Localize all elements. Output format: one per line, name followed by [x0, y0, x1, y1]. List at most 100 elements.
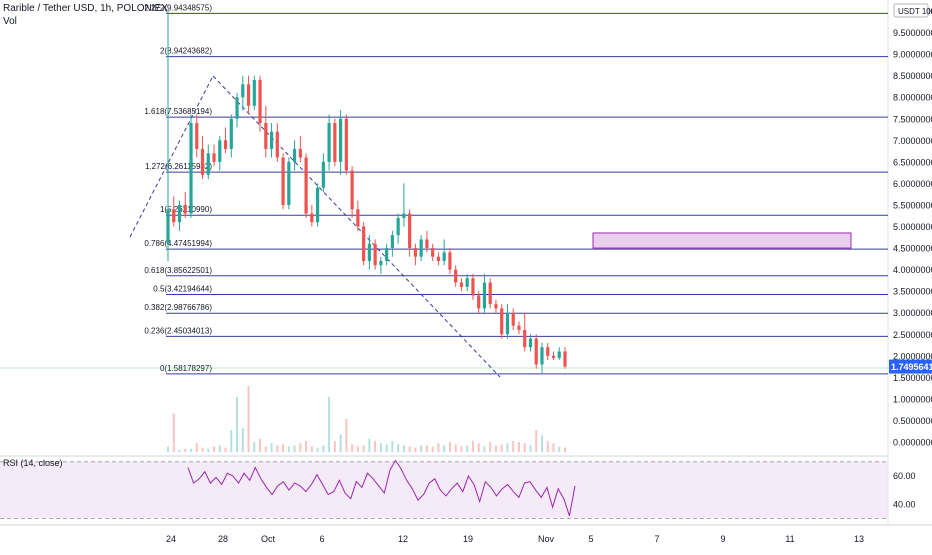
volume-bar — [540, 435, 543, 452]
time-tick-label: 24 — [166, 534, 176, 544]
volume-bar — [517, 442, 520, 452]
candle-body — [523, 329, 527, 348]
candle-body — [350, 170, 354, 210]
volume-bar — [316, 447, 319, 452]
time-tick-label: 12 — [398, 534, 408, 544]
candle-body — [471, 278, 475, 296]
candle-body — [241, 84, 245, 98]
candle-body — [367, 243, 371, 261]
candle-body — [183, 204, 187, 214]
volume-bar — [512, 441, 515, 452]
candle-body — [275, 131, 279, 158]
rsi-label: RSI (14, close) — [3, 458, 63, 468]
volume-bar — [328, 397, 331, 452]
volume-bar — [408, 446, 411, 452]
rsi-band — [0, 461, 888, 519]
volume-bar — [454, 444, 457, 452]
candle-body — [212, 153, 216, 162]
volume-bar — [420, 445, 423, 452]
time-tick-label: 5 — [588, 534, 593, 544]
candle-body — [546, 347, 550, 356]
volume-bar — [333, 441, 336, 452]
volume-bar — [391, 441, 394, 452]
candle-body — [540, 347, 544, 365]
candle-body — [563, 351, 567, 367]
volume-bar — [471, 441, 474, 452]
volume-bar — [356, 446, 359, 452]
fib-level-label: 2(8.94243682) — [160, 47, 212, 56]
candle-body — [465, 278, 469, 287]
time-tick-label: 6 — [319, 534, 324, 544]
candle-body — [436, 256, 441, 261]
rsi-tick-label: 40.00 — [893, 499, 916, 509]
price-tick-label: 4.50000000 — [893, 244, 932, 254]
candle-body — [269, 131, 274, 149]
fib-level-label: 0.618(3.85622501) — [144, 266, 212, 275]
fib-level-label: 0.786(4.47451994) — [144, 239, 212, 248]
volume-bar — [437, 443, 440, 452]
candle-body — [166, 209, 170, 244]
volume-bar — [546, 441, 549, 452]
candle-body — [454, 269, 458, 283]
volume-bar — [362, 445, 365, 452]
candle-body — [344, 118, 348, 171]
candle-body — [298, 148, 302, 158]
price-tick-label: 6.00000000 — [893, 179, 932, 189]
candle-body — [246, 84, 251, 106]
volume-bar — [172, 413, 175, 452]
volume-bar — [414, 447, 417, 452]
volume-bar — [201, 447, 204, 452]
volume-bar — [184, 448, 187, 452]
volume-bar — [523, 443, 526, 452]
candle-body — [494, 304, 498, 309]
price-tick-label: 0.00000000 — [893, 438, 932, 448]
candle-body — [482, 282, 487, 309]
candle-body — [500, 308, 504, 335]
candle-body — [448, 252, 452, 270]
volume-bar — [339, 434, 342, 452]
volume-bar — [443, 445, 446, 452]
volume-bar — [282, 444, 285, 452]
volume-bar — [218, 445, 221, 452]
volume-bar — [477, 443, 480, 452]
volume-bar — [241, 427, 244, 452]
volume-bar — [506, 443, 509, 452]
price-tick-label: 2.50000000 — [893, 330, 932, 340]
volume-bar — [448, 442, 451, 452]
candle-body — [235, 97, 239, 119]
volume-bar — [178, 449, 181, 452]
candle-body — [310, 213, 314, 223]
volume-bar — [224, 447, 227, 452]
volume-bar — [264, 446, 267, 452]
candle-body — [505, 312, 510, 335]
volume-bar — [385, 444, 388, 452]
candle-body — [419, 239, 423, 257]
volume-bar — [322, 445, 325, 452]
price-tick-label: 3.00000000 — [893, 308, 932, 318]
volume-bar — [368, 438, 371, 452]
time-tick-label: 19 — [463, 534, 473, 544]
volume-bar — [299, 443, 302, 452]
volume-bar — [494, 445, 497, 452]
grid-layer — [0, 0, 932, 526]
candle-body — [218, 140, 222, 162]
volume-bar — [431, 446, 434, 452]
volume-bar — [195, 443, 198, 452]
price-tick-label: 3.50000000 — [893, 287, 932, 297]
target-zone-box — [592, 232, 852, 249]
candle-body — [557, 351, 561, 358]
volume-bar — [293, 445, 296, 452]
currency-badge: USDT 100 — [898, 7, 932, 16]
volume-bar — [310, 446, 313, 452]
volume-bar — [287, 446, 290, 452]
candle-body — [177, 204, 182, 223]
last-price-badge-box — [889, 359, 932, 374]
candle-body — [362, 226, 366, 261]
price-tick-label: 1.00000000 — [893, 394, 932, 404]
fib-level-label: 1.618(7.53685194) — [144, 107, 212, 116]
candle-body — [315, 187, 320, 223]
candle-body — [534, 338, 538, 365]
candle-body — [223, 140, 228, 149]
candle-body — [402, 213, 406, 218]
